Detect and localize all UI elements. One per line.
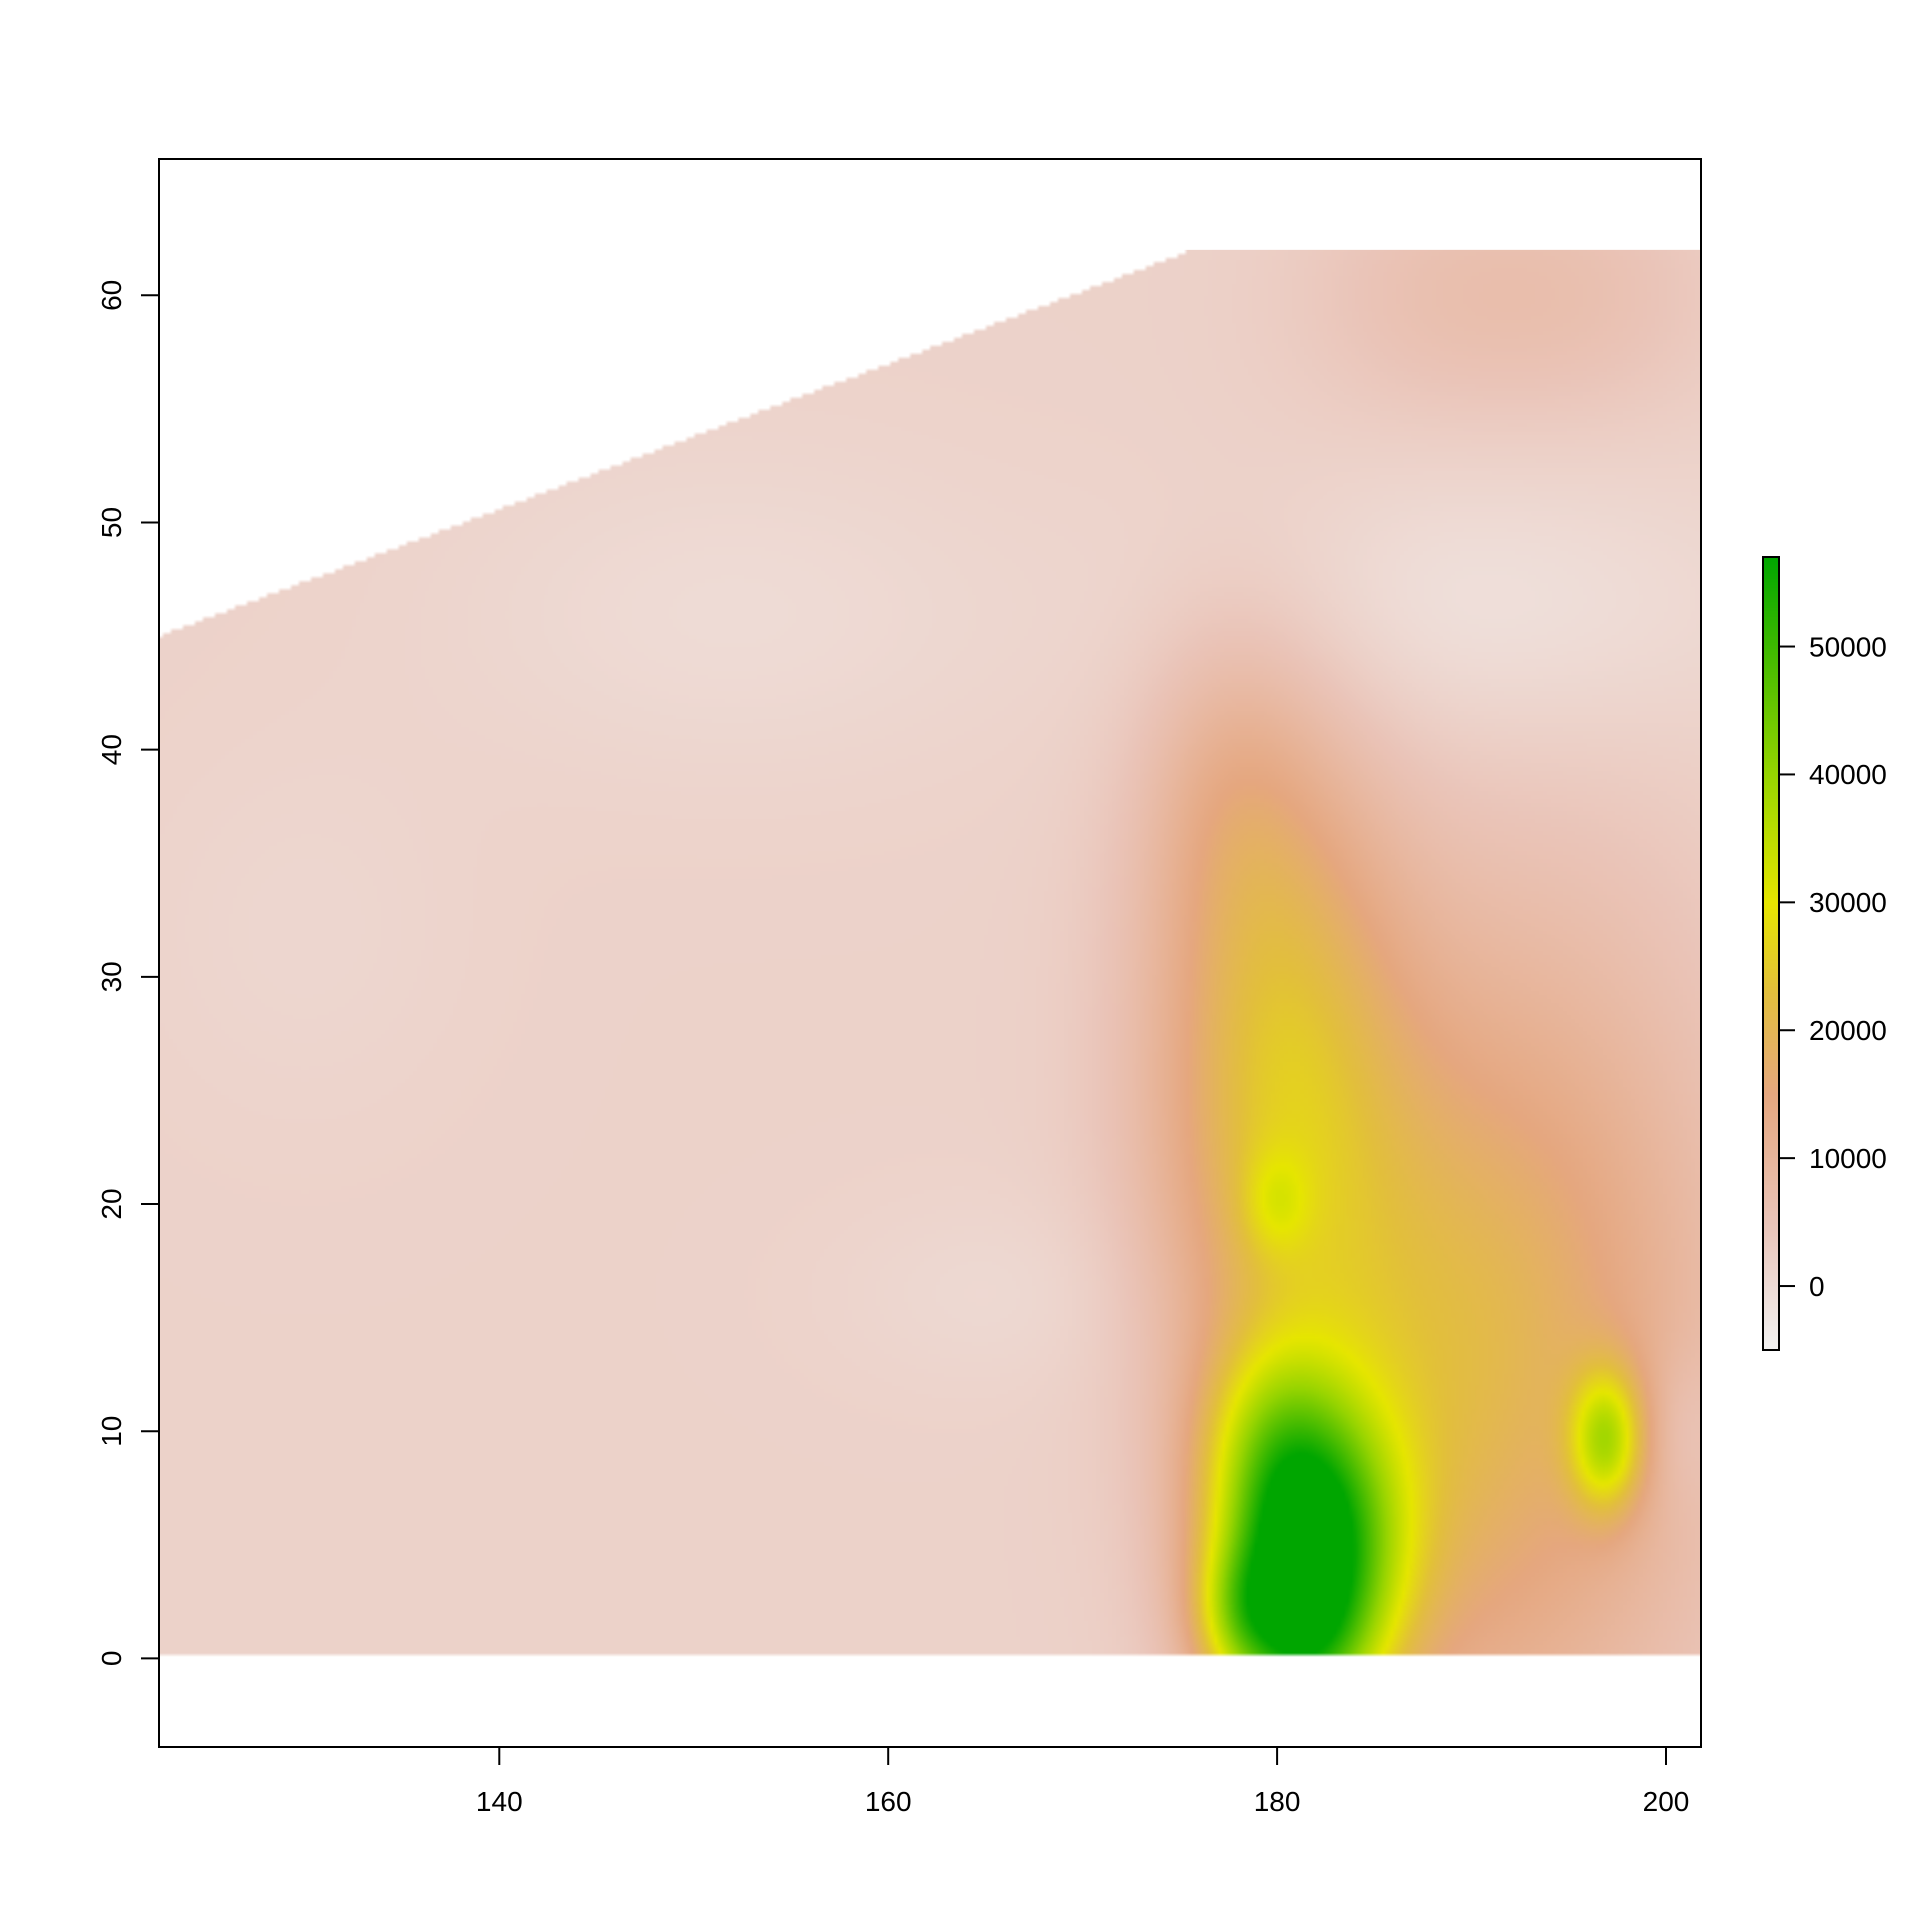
heatmap-surface (159, 249, 1701, 1659)
colorbar-tick-label: 10000 (1809, 1143, 1887, 1174)
x-axis: 140 160 180 200 (476, 1746, 1690, 1817)
colorbar-tick-label: 0 (1809, 1271, 1825, 1302)
x-tick-label: 160 (865, 1786, 912, 1817)
colorbar-tick-label: 20000 (1809, 1015, 1887, 1046)
x-tick-label: 200 (1643, 1786, 1690, 1817)
colorbar-tick-label: 30000 (1809, 887, 1887, 918)
y-tick-label: 60 (96, 280, 127, 311)
colorbar-tick-label: 50000 (1809, 631, 1887, 662)
x-tick-label: 180 (1254, 1786, 1301, 1817)
y-tick-label: 20 (96, 1188, 127, 1219)
x-tick-label: 140 (476, 1786, 523, 1817)
y-tick-label: 30 (96, 961, 127, 992)
y-tick-label: 50 (96, 507, 127, 538)
colorbar-gradient (1763, 557, 1779, 1350)
colorbar-tick-label: 40000 (1809, 759, 1887, 790)
y-axis: 0 10 20 30 40 50 60 (96, 280, 160, 1667)
colorbar-frame (1762, 556, 1780, 1351)
y-tick-label: 10 (96, 1416, 127, 1447)
colorbar-axis: 0 10000 20000 30000 40000 50000 (1779, 631, 1887, 1302)
y-tick-label: 0 (96, 1651, 127, 1667)
colorbar: 0 10000 20000 30000 40000 50000 (1762, 556, 1887, 1351)
plot-area (159, 249, 1701, 1659)
y-tick-label: 40 (96, 734, 127, 765)
